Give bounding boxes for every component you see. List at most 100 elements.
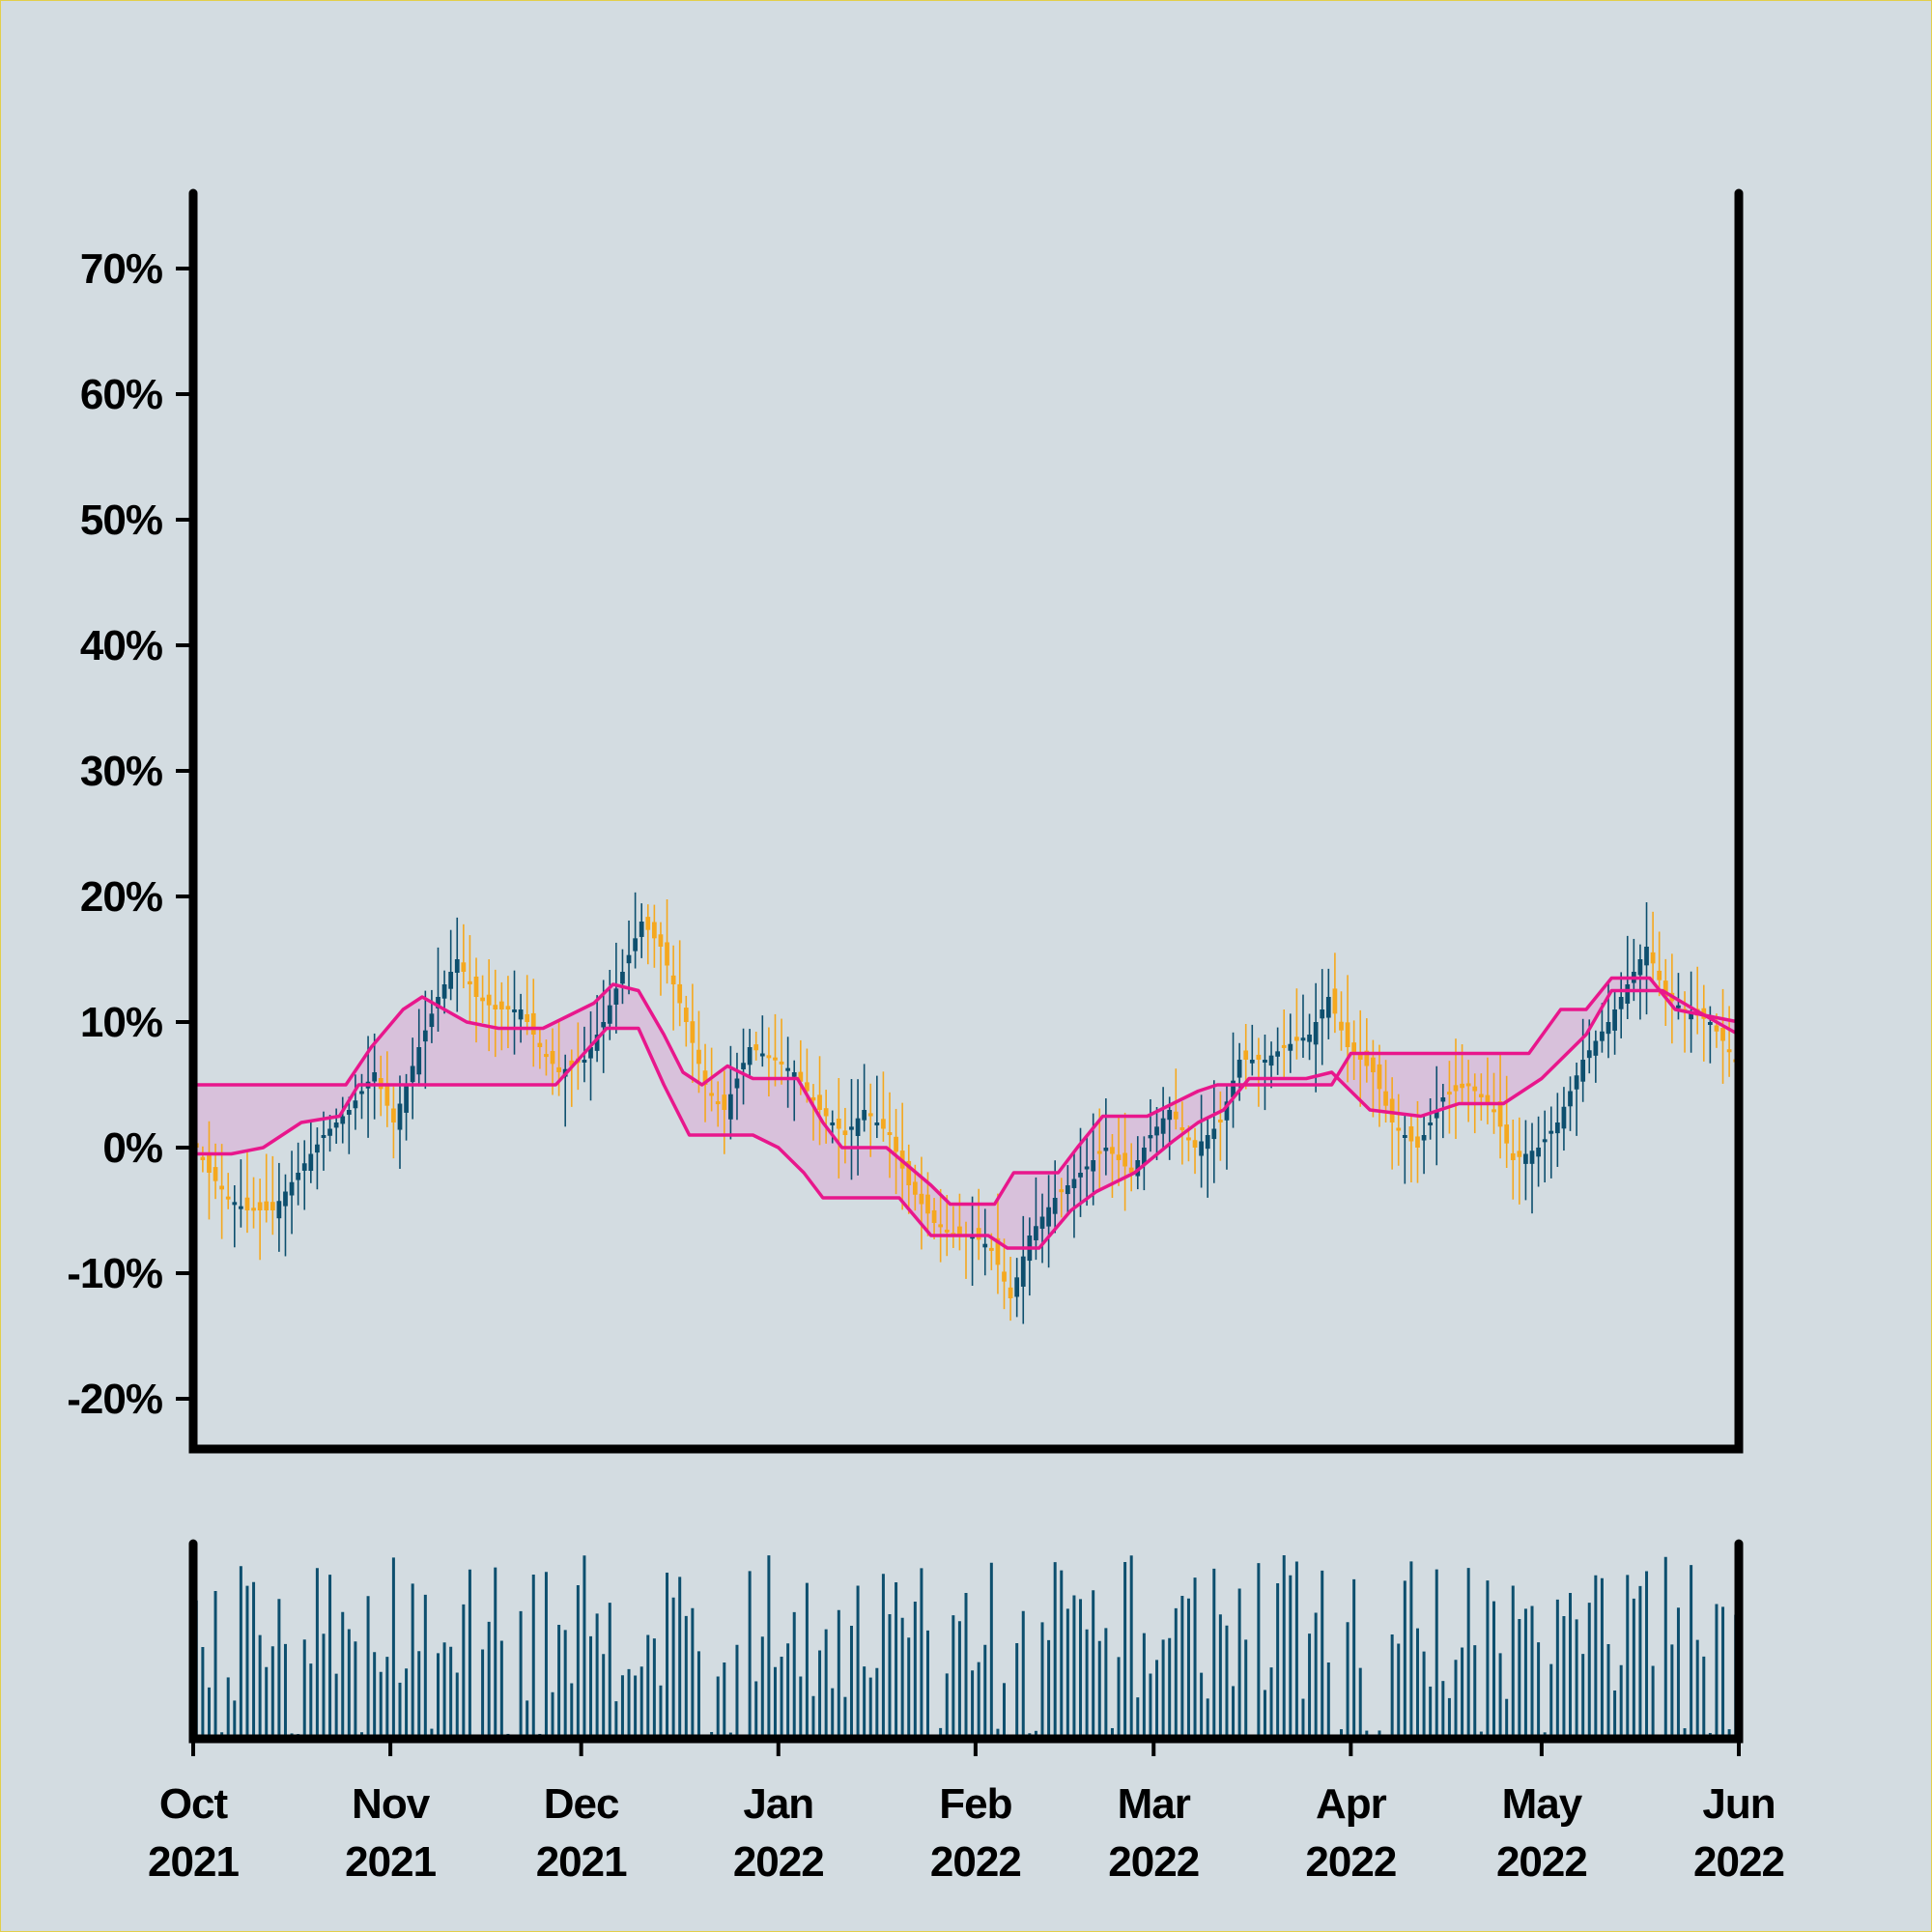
candle bbox=[1192, 1127, 1198, 1175]
candle-body bbox=[849, 1126, 854, 1130]
candle bbox=[1263, 1034, 1267, 1111]
candle bbox=[1325, 968, 1331, 1039]
candle-body bbox=[1300, 1037, 1306, 1041]
candle bbox=[1199, 1094, 1204, 1188]
candle-body bbox=[232, 1202, 238, 1206]
candle bbox=[887, 1092, 893, 1179]
candle-body bbox=[1377, 1064, 1382, 1090]
candle-body bbox=[251, 1208, 256, 1211]
candle bbox=[289, 1151, 295, 1235]
candle bbox=[874, 1075, 880, 1139]
candle bbox=[1243, 1024, 1249, 1090]
candle-body bbox=[1339, 1021, 1344, 1031]
candle-body bbox=[333, 1122, 339, 1128]
candle-body bbox=[1650, 952, 1656, 964]
candle-body bbox=[722, 1094, 727, 1110]
candle bbox=[1618, 972, 1624, 1038]
candle-body bbox=[404, 1085, 409, 1113]
candle-body bbox=[938, 1224, 944, 1228]
candle bbox=[849, 1079, 854, 1180]
candle-body bbox=[601, 1022, 607, 1028]
candle bbox=[372, 1033, 378, 1120]
candle-body bbox=[301, 1163, 307, 1171]
candle bbox=[530, 979, 536, 1067]
candle-body bbox=[1154, 1126, 1159, 1136]
candle-body bbox=[810, 1096, 816, 1101]
candle-body bbox=[1357, 1052, 1363, 1060]
candle-body bbox=[1091, 1160, 1096, 1172]
candle-body bbox=[1199, 1141, 1204, 1156]
candle-body bbox=[480, 997, 485, 1002]
candle bbox=[1014, 1258, 1020, 1318]
candle bbox=[1554, 1093, 1560, 1167]
x-axis-ticks: Oct 2021 Nov 2021 Dec 2021 Jan 2022 Feb 2022 Mar 20… bbox=[148, 1739, 1785, 1886]
candle-body bbox=[391, 1108, 396, 1122]
candle bbox=[1268, 1041, 1274, 1089]
y-tick-label: 10% bbox=[80, 999, 162, 1046]
candle bbox=[982, 1208, 988, 1276]
candle bbox=[276, 1162, 282, 1252]
candle bbox=[1167, 1096, 1173, 1160]
candle-body bbox=[1256, 1054, 1262, 1060]
candle bbox=[639, 903, 644, 958]
candle bbox=[766, 1027, 772, 1097]
candle-body bbox=[925, 1194, 930, 1214]
candle-body bbox=[1580, 1060, 1586, 1082]
candle-body bbox=[289, 1181, 295, 1196]
candle-body bbox=[874, 1122, 880, 1125]
candle-body bbox=[728, 1094, 733, 1120]
candle bbox=[670, 945, 676, 1031]
candle-body bbox=[493, 1005, 498, 1009]
candle bbox=[1453, 1038, 1459, 1140]
candle-body bbox=[1179, 1126, 1185, 1130]
candle-body bbox=[1478, 1094, 1484, 1097]
candle bbox=[1364, 1018, 1370, 1083]
x-tick-year: 2022 bbox=[1108, 1838, 1199, 1886]
candle-body bbox=[1288, 1043, 1293, 1051]
candle-body bbox=[1110, 1147, 1115, 1154]
candle-body bbox=[798, 1071, 804, 1082]
candle-body bbox=[1574, 1075, 1579, 1090]
candle bbox=[1256, 1037, 1262, 1107]
candle-body bbox=[1307, 1035, 1312, 1042]
candle bbox=[855, 1079, 861, 1176]
y-tick-label: 50% bbox=[80, 497, 162, 544]
candle bbox=[919, 1156, 924, 1250]
candle-body bbox=[1034, 1226, 1038, 1240]
candle bbox=[1434, 1065, 1439, 1166]
candle bbox=[842, 1107, 848, 1164]
candle-body bbox=[429, 1013, 435, 1028]
candle-body bbox=[518, 1009, 524, 1020]
candle-body bbox=[1644, 947, 1649, 966]
candle-body bbox=[1332, 988, 1338, 1014]
candle-body bbox=[887, 1132, 893, 1136]
candle-body bbox=[239, 1206, 243, 1209]
candle bbox=[1650, 911, 1656, 982]
candle bbox=[1402, 1114, 1407, 1184]
candle bbox=[1408, 1116, 1414, 1182]
candle bbox=[346, 1096, 352, 1154]
candle bbox=[1523, 1120, 1528, 1201]
x-tick-year: 2022 bbox=[733, 1838, 824, 1886]
candle bbox=[645, 904, 651, 965]
candle-body bbox=[530, 1012, 536, 1035]
candle bbox=[1580, 1018, 1586, 1102]
y-tick-label: 60% bbox=[80, 371, 162, 418]
candle bbox=[1211, 1080, 1217, 1183]
candle-body bbox=[372, 1072, 378, 1082]
candle-body bbox=[1548, 1130, 1554, 1134]
candle-body bbox=[690, 1021, 696, 1043]
candle-body bbox=[702, 1070, 708, 1085]
candle bbox=[1218, 1091, 1223, 1161]
candle bbox=[728, 1045, 733, 1140]
candle-body bbox=[805, 1082, 810, 1092]
candle-body bbox=[1408, 1126, 1414, 1142]
candle bbox=[1701, 984, 1707, 1062]
candle-body bbox=[1415, 1136, 1420, 1148]
candle-body bbox=[1249, 1060, 1255, 1064]
candle-body bbox=[1160, 1118, 1166, 1134]
candle-body bbox=[658, 934, 664, 947]
candle-body bbox=[862, 1110, 867, 1121]
candle-body bbox=[264, 1201, 270, 1210]
candle-body bbox=[1046, 1207, 1051, 1227]
